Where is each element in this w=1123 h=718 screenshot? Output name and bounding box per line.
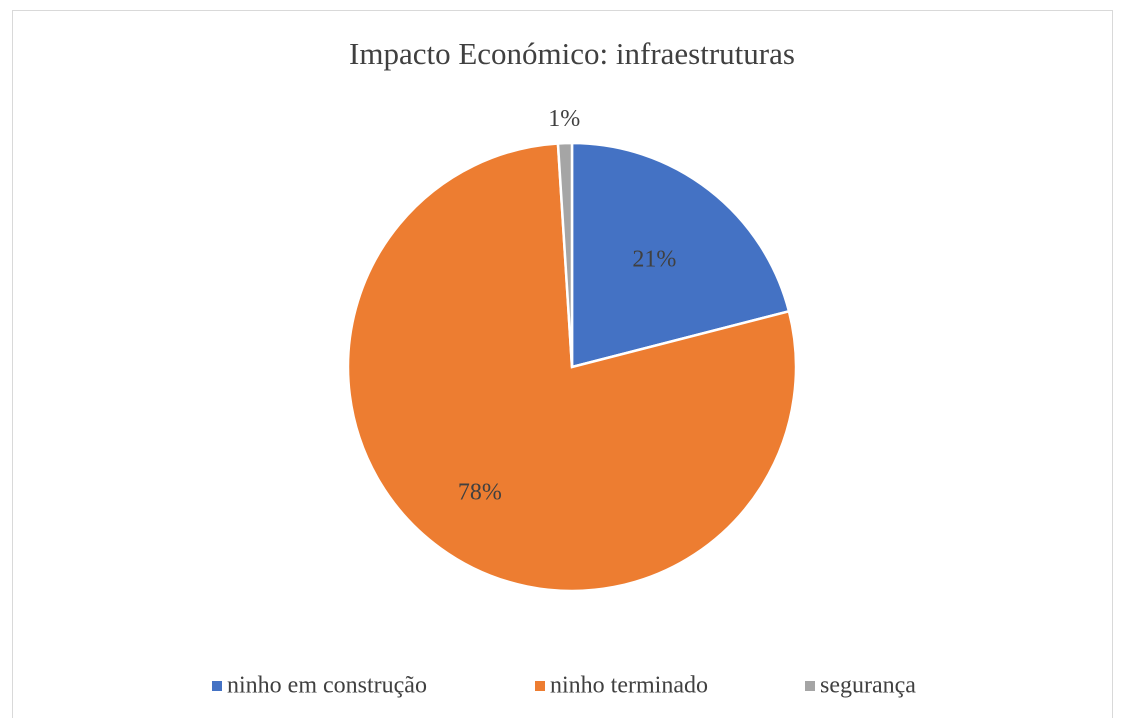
- legend-label: ninho terminado: [550, 673, 708, 699]
- data-label: 78%: [458, 479, 502, 505]
- legend-swatch: [805, 681, 815, 691]
- pie-slice: [570, 141, 791, 369]
- data-label: 1%: [548, 106, 580, 132]
- legend-label: segurança: [820, 673, 916, 699]
- pie-slice: [556, 141, 574, 368]
- legend-swatch: [535, 681, 545, 691]
- chart-title: Impacto Económico: infraestruturas: [349, 36, 795, 71]
- data-label: 21%: [632, 246, 676, 272]
- legend-label: ninho em construção: [227, 673, 427, 699]
- legend-swatch: [212, 681, 222, 691]
- pie-slice: [346, 142, 798, 593]
